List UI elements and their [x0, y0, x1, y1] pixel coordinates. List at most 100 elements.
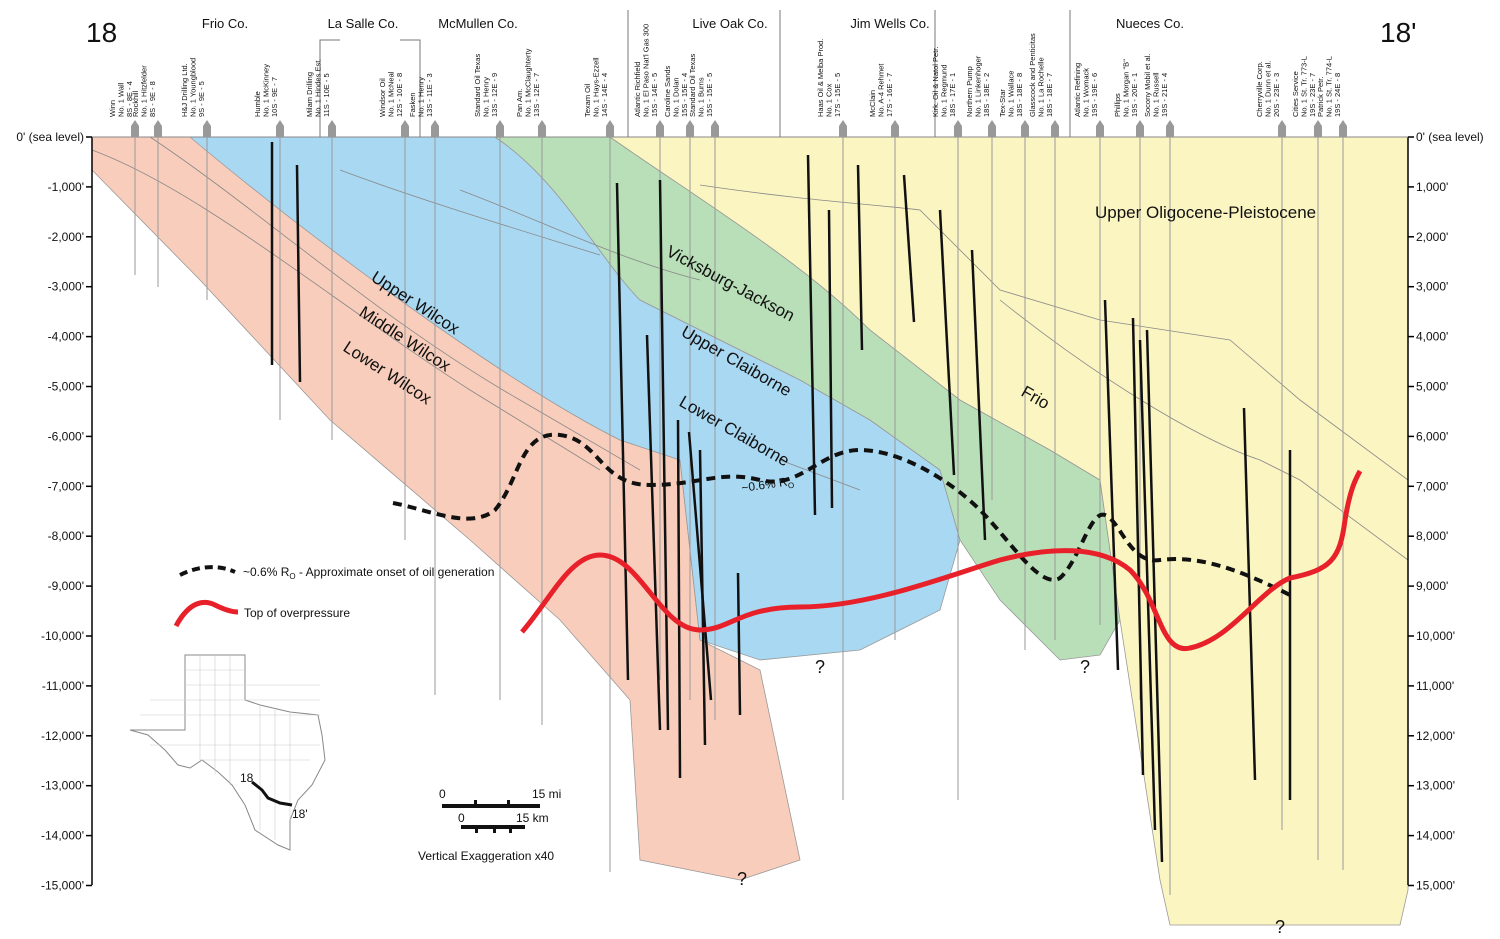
well-label: Socony Mobil et al. — [1143, 54, 1152, 117]
well-label: 19S - 24E - 8 — [1333, 73, 1342, 117]
depth-label: -3,000' — [48, 280, 84, 294]
well-label: No. A-4 Rehmet — [877, 63, 886, 117]
well-label: Haas Oil & Melba Prod. — [816, 39, 825, 117]
well-symbol — [328, 120, 336, 137]
depth-label: -4,000' — [48, 330, 84, 344]
well-label: McClain — [868, 90, 877, 117]
well-symbol — [1136, 120, 1144, 137]
well-symbol — [131, 120, 139, 137]
legend-ro-desc: - Approximate onset of oil generation — [296, 565, 495, 579]
well-label: 12S - 10E - 8 — [395, 73, 404, 117]
well-label: 19S - 21E - 4 — [1160, 73, 1169, 117]
county: Live Oak Co. — [692, 16, 767, 31]
well-label: No. 1 McKinney — [262, 64, 271, 117]
faults — [270, 142, 1292, 863]
well-label: No. 1 Womack — [1082, 68, 1091, 117]
depth-label: -15,000' — [41, 879, 84, 893]
depth-label: -9,000' — [48, 579, 84, 593]
well-label: Northern Pump — [965, 66, 974, 117]
depth-label: 10,000' — [1416, 629, 1455, 643]
county-lines — [319, 10, 1071, 137]
well-label: No. 1 Hindes Est. — [314, 59, 323, 117]
depth-label: 0' (sea level) — [16, 130, 84, 144]
texas-map: 18 18' — [129, 654, 326, 851]
well-symbol — [891, 120, 899, 137]
depth-label: 1,000' — [1416, 180, 1448, 194]
well-label: No. 1 La Rochelle — [1037, 57, 1046, 117]
well-symbol — [1278, 120, 1286, 137]
scale-bar: 0 15 mi 0 15 km Vertical Exaggeration x4… — [418, 787, 561, 863]
well-symbol — [656, 120, 664, 137]
well-label: No. 1 Linkenhoger — [974, 55, 983, 117]
depth-label: 5,000' — [1416, 380, 1448, 394]
scale-label: 15 km — [516, 811, 549, 825]
well-symbol — [606, 120, 614, 137]
county: Jim Wells Co. — [850, 16, 929, 31]
county: Nueces Co. — [1116, 16, 1184, 31]
well-label: Standard Oil Texas — [473, 54, 482, 117]
well-label: H&J Drilling Ltd. — [180, 63, 189, 117]
depth-label: -13,000' — [41, 779, 84, 793]
well-label: No. 1 Regmund — [940, 64, 949, 117]
well-label: No. 1 Henry — [417, 77, 426, 117]
well-label: Windsor Oil — [378, 78, 387, 117]
well-label: Cherryville Corp. — [1255, 61, 1264, 117]
county: McMullen Co. — [438, 16, 517, 31]
well-label: 17S - 16E - 7 — [885, 73, 894, 117]
overpressure-curve — [520, 469, 1363, 652]
well-label: No. 1 Hays-Ezzell — [592, 57, 601, 117]
depth-label: 3,000' — [1416, 280, 1448, 294]
well-label: Rockhill — [131, 90, 140, 117]
well-symbol — [954, 120, 962, 137]
well-label: 19S - 23E - 7 — [1308, 73, 1317, 117]
well-label: 19S - 19E - 6 — [1090, 73, 1099, 117]
well-symbol — [711, 120, 719, 137]
well-symbol — [1339, 120, 1347, 137]
well-label: No. 1 Russell — [1152, 72, 1161, 117]
well-label: 13S - 12E - 9 — [490, 73, 499, 117]
depth-label: 11,000' — [1416, 679, 1454, 693]
well-symbol — [1096, 120, 1104, 137]
well-label: Cities Service — [1291, 71, 1300, 117]
well-label: No. 1 Morgan "B" — [1122, 59, 1131, 117]
well-label: Standard Oil Texas — [688, 54, 697, 117]
well-label: Fasken — [408, 92, 417, 117]
well-label: No. 1 Henry — [482, 77, 491, 117]
well-symbol — [988, 120, 996, 137]
well-symbol — [276, 120, 284, 137]
legend-ro: ~0.6% RO - Approximate onset of oil gene… — [243, 565, 494, 581]
well-label: Patrick Petr. — [1316, 77, 1325, 117]
ro-sub: O — [787, 481, 794, 491]
well-symbol — [686, 120, 694, 137]
depth-label: 13,000' — [1416, 779, 1455, 793]
well-label: No. 1 McClaughterty — [524, 48, 533, 117]
well-label: No. 1 Hitzfelder — [140, 65, 149, 117]
ro-curve — [392, 432, 1291, 597]
well-label: 8S - 9E - 8 — [148, 81, 157, 117]
section-start: 18 — [86, 17, 117, 48]
well-label: No. 1 Burns — [697, 77, 706, 117]
well-symbol — [431, 120, 439, 137]
well-label: Caroline Sands — [663, 65, 672, 117]
well-symbol — [538, 120, 546, 137]
well-label: 20S - 23E - 3 — [1272, 73, 1281, 117]
depth-label: -12,000' — [41, 729, 84, 743]
legend-ro-symbol — [179, 565, 236, 577]
depth-label: -10,000' — [41, 629, 84, 643]
map-end: 18' — [292, 807, 308, 821]
depth-label: 4,000' — [1416, 330, 1448, 344]
well-label: No. 1 Dolan — [672, 77, 681, 117]
depth-label: 12,000' — [1416, 729, 1455, 743]
well-label: 10S - 9E - 7 — [270, 77, 279, 117]
well-symbol — [1166, 120, 1174, 137]
well-label: No. 1 McNeal — [387, 71, 396, 117]
well-symbol — [203, 120, 211, 137]
well-label: No. 1 St. Tr. 773-L — [1300, 56, 1309, 117]
well-label: 15S - 15E - 4 — [680, 73, 689, 117]
legend-ro-sub: O — [289, 572, 295, 581]
well-symbol — [1051, 120, 1059, 137]
well-label: Texam Oil — [583, 83, 592, 117]
well-symbol — [154, 120, 162, 137]
well-label: 9S - 9E - 5 — [197, 81, 206, 117]
